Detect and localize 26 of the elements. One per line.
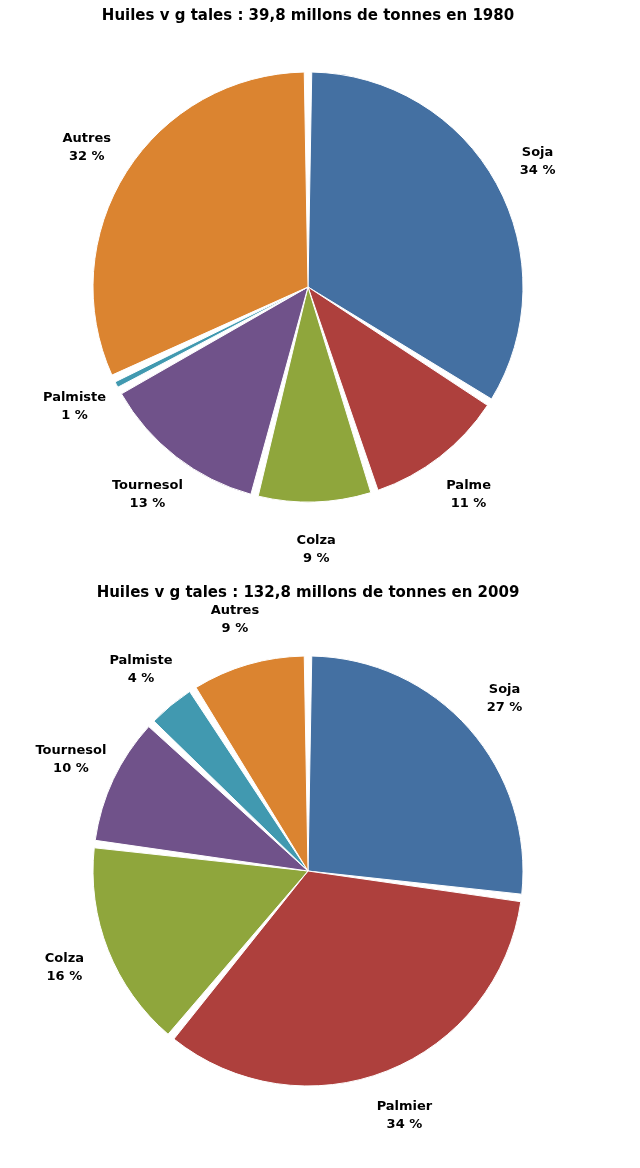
data-label: 9 % [221, 620, 249, 636]
data-label: 32 % [68, 147, 105, 163]
data-label: 34 % [519, 161, 556, 177]
data-label: 27 % [486, 698, 523, 714]
slice-label: Colza [296, 531, 336, 547]
slice-label: Tournesol [111, 477, 183, 493]
slice-label: Tournesol [35, 742, 107, 758]
data-label: 34 % [386, 1115, 423, 1131]
slice-label: Palmiste [109, 652, 173, 668]
slice-label: Palmier [376, 1097, 433, 1113]
slice-label: Palmiste [42, 388, 107, 404]
data-label: 11 % [450, 495, 487, 511]
data-label: 9 % [302, 549, 330, 565]
slice-label: Soja [521, 143, 554, 159]
data-label: 13 % [129, 495, 166, 511]
slice-label: Palme [446, 477, 492, 493]
data-label: 1 % [61, 406, 88, 422]
chart-title: Huiles v g tales : 132,8 millons de tonnes en 2009 [96, 583, 520, 602]
slice-label: Soja [488, 680, 521, 696]
chart-title: Huiles v g tales : 39,8 millons de tonnes en 1980 [101, 6, 515, 24]
data-label: 16 % [46, 968, 83, 984]
slice-label: Colza [44, 950, 85, 966]
data-label: 4 % [127, 670, 155, 686]
data-label: 10 % [53, 760, 89, 776]
slice-label: Autres [210, 602, 260, 618]
slice-label: Autres [62, 129, 112, 145]
